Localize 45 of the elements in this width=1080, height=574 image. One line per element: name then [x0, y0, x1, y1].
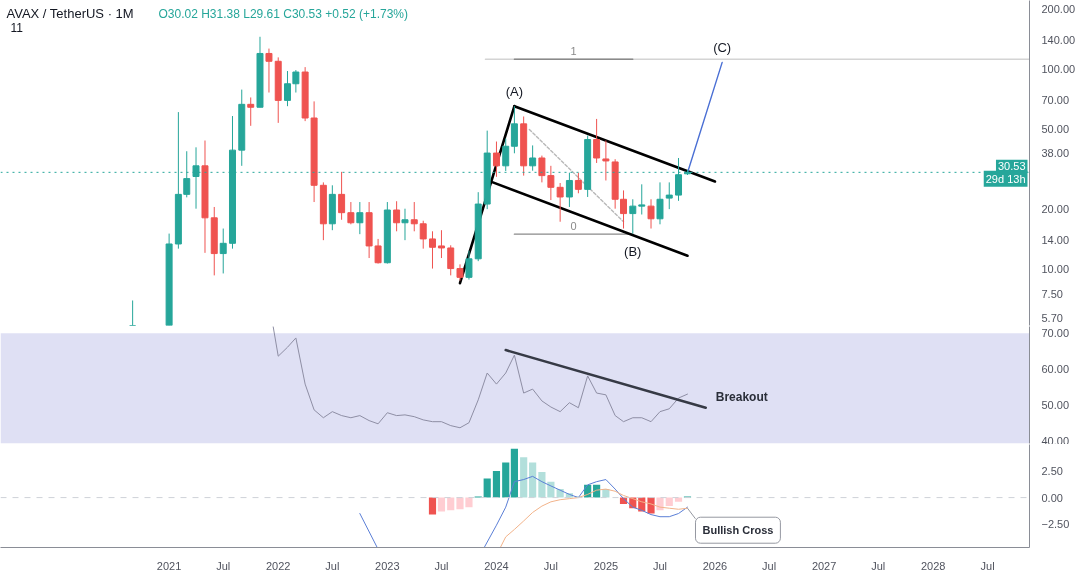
y-tick-label: −2.50: [1041, 518, 1070, 531]
x-tick-label: 2024: [484, 559, 509, 572]
x-tick-label: Jul: [980, 559, 995, 572]
annotation: (A): [505, 84, 524, 100]
x-tick-label: 2023: [375, 559, 400, 572]
x-tick-label: Jul: [652, 559, 668, 572]
x-tick-label: 2021: [156, 559, 182, 572]
y-tick-label: 140.00: [1041, 33, 1076, 46]
x-tick-label: Jul: [871, 559, 886, 572]
chart-title: AVAX / TetherUS · 1M: [6, 5, 134, 21]
x-tick-label: Jul: [762, 559, 777, 572]
y-tick-label: 2.50: [1041, 465, 1063, 478]
x-tick-label: Jul: [325, 559, 340, 572]
y-tick-label: 5.70: [1041, 312, 1063, 325]
annotation: (B): [624, 243, 642, 259]
y-tick-label: 10.00: [1041, 263, 1070, 276]
x-tick-label: 2025: [593, 559, 619, 572]
series-label: 1: [570, 45, 577, 58]
x-tick-label: Jul: [216, 559, 231, 572]
y-tick-label: 70.00: [1041, 327, 1070, 340]
series-label: 0: [570, 220, 577, 233]
x-tick-label: 2022: [265, 559, 291, 572]
x-tick-label: 2028: [921, 559, 946, 572]
y-tick-label: 14.00: [1041, 234, 1070, 247]
x-tick-label: 2026: [702, 559, 728, 572]
x-tick-label: 2027: [811, 559, 837, 572]
ref-line-label: 30.53 29d 13h: [985, 159, 1026, 185]
y-tick-label: 50.00: [1041, 398, 1070, 411]
y-tick-label: 0.00: [1041, 491, 1063, 504]
y-tick-label: 38.00: [1041, 147, 1070, 160]
annotation: Breakout: [715, 389, 768, 404]
y-tick-label: 60.00: [1041, 363, 1070, 376]
y-tick-label: 200.00: [1041, 2, 1076, 15]
y-tick-label: 7.50: [1041, 288, 1063, 301]
annotation: (C): [713, 40, 732, 56]
x-tick-label: Jul: [434, 559, 449, 572]
annotation: Bullish Cross: [702, 524, 774, 537]
x-tick-label: Jul: [543, 559, 558, 572]
y-tick-label: 50.00: [1041, 123, 1070, 136]
annotation: 11: [10, 20, 24, 35]
text: O30.02 H31.38 L29.61 C30.53 +0.52 (+1.73%): [158, 6, 409, 21]
y-tick-label: 100.00: [1041, 63, 1076, 76]
y-tick-label: 40.00: [1041, 434, 1070, 447]
y-tick-label: 70.00: [1041, 94, 1070, 107]
y-tick-label: 20.00: [1041, 203, 1070, 216]
